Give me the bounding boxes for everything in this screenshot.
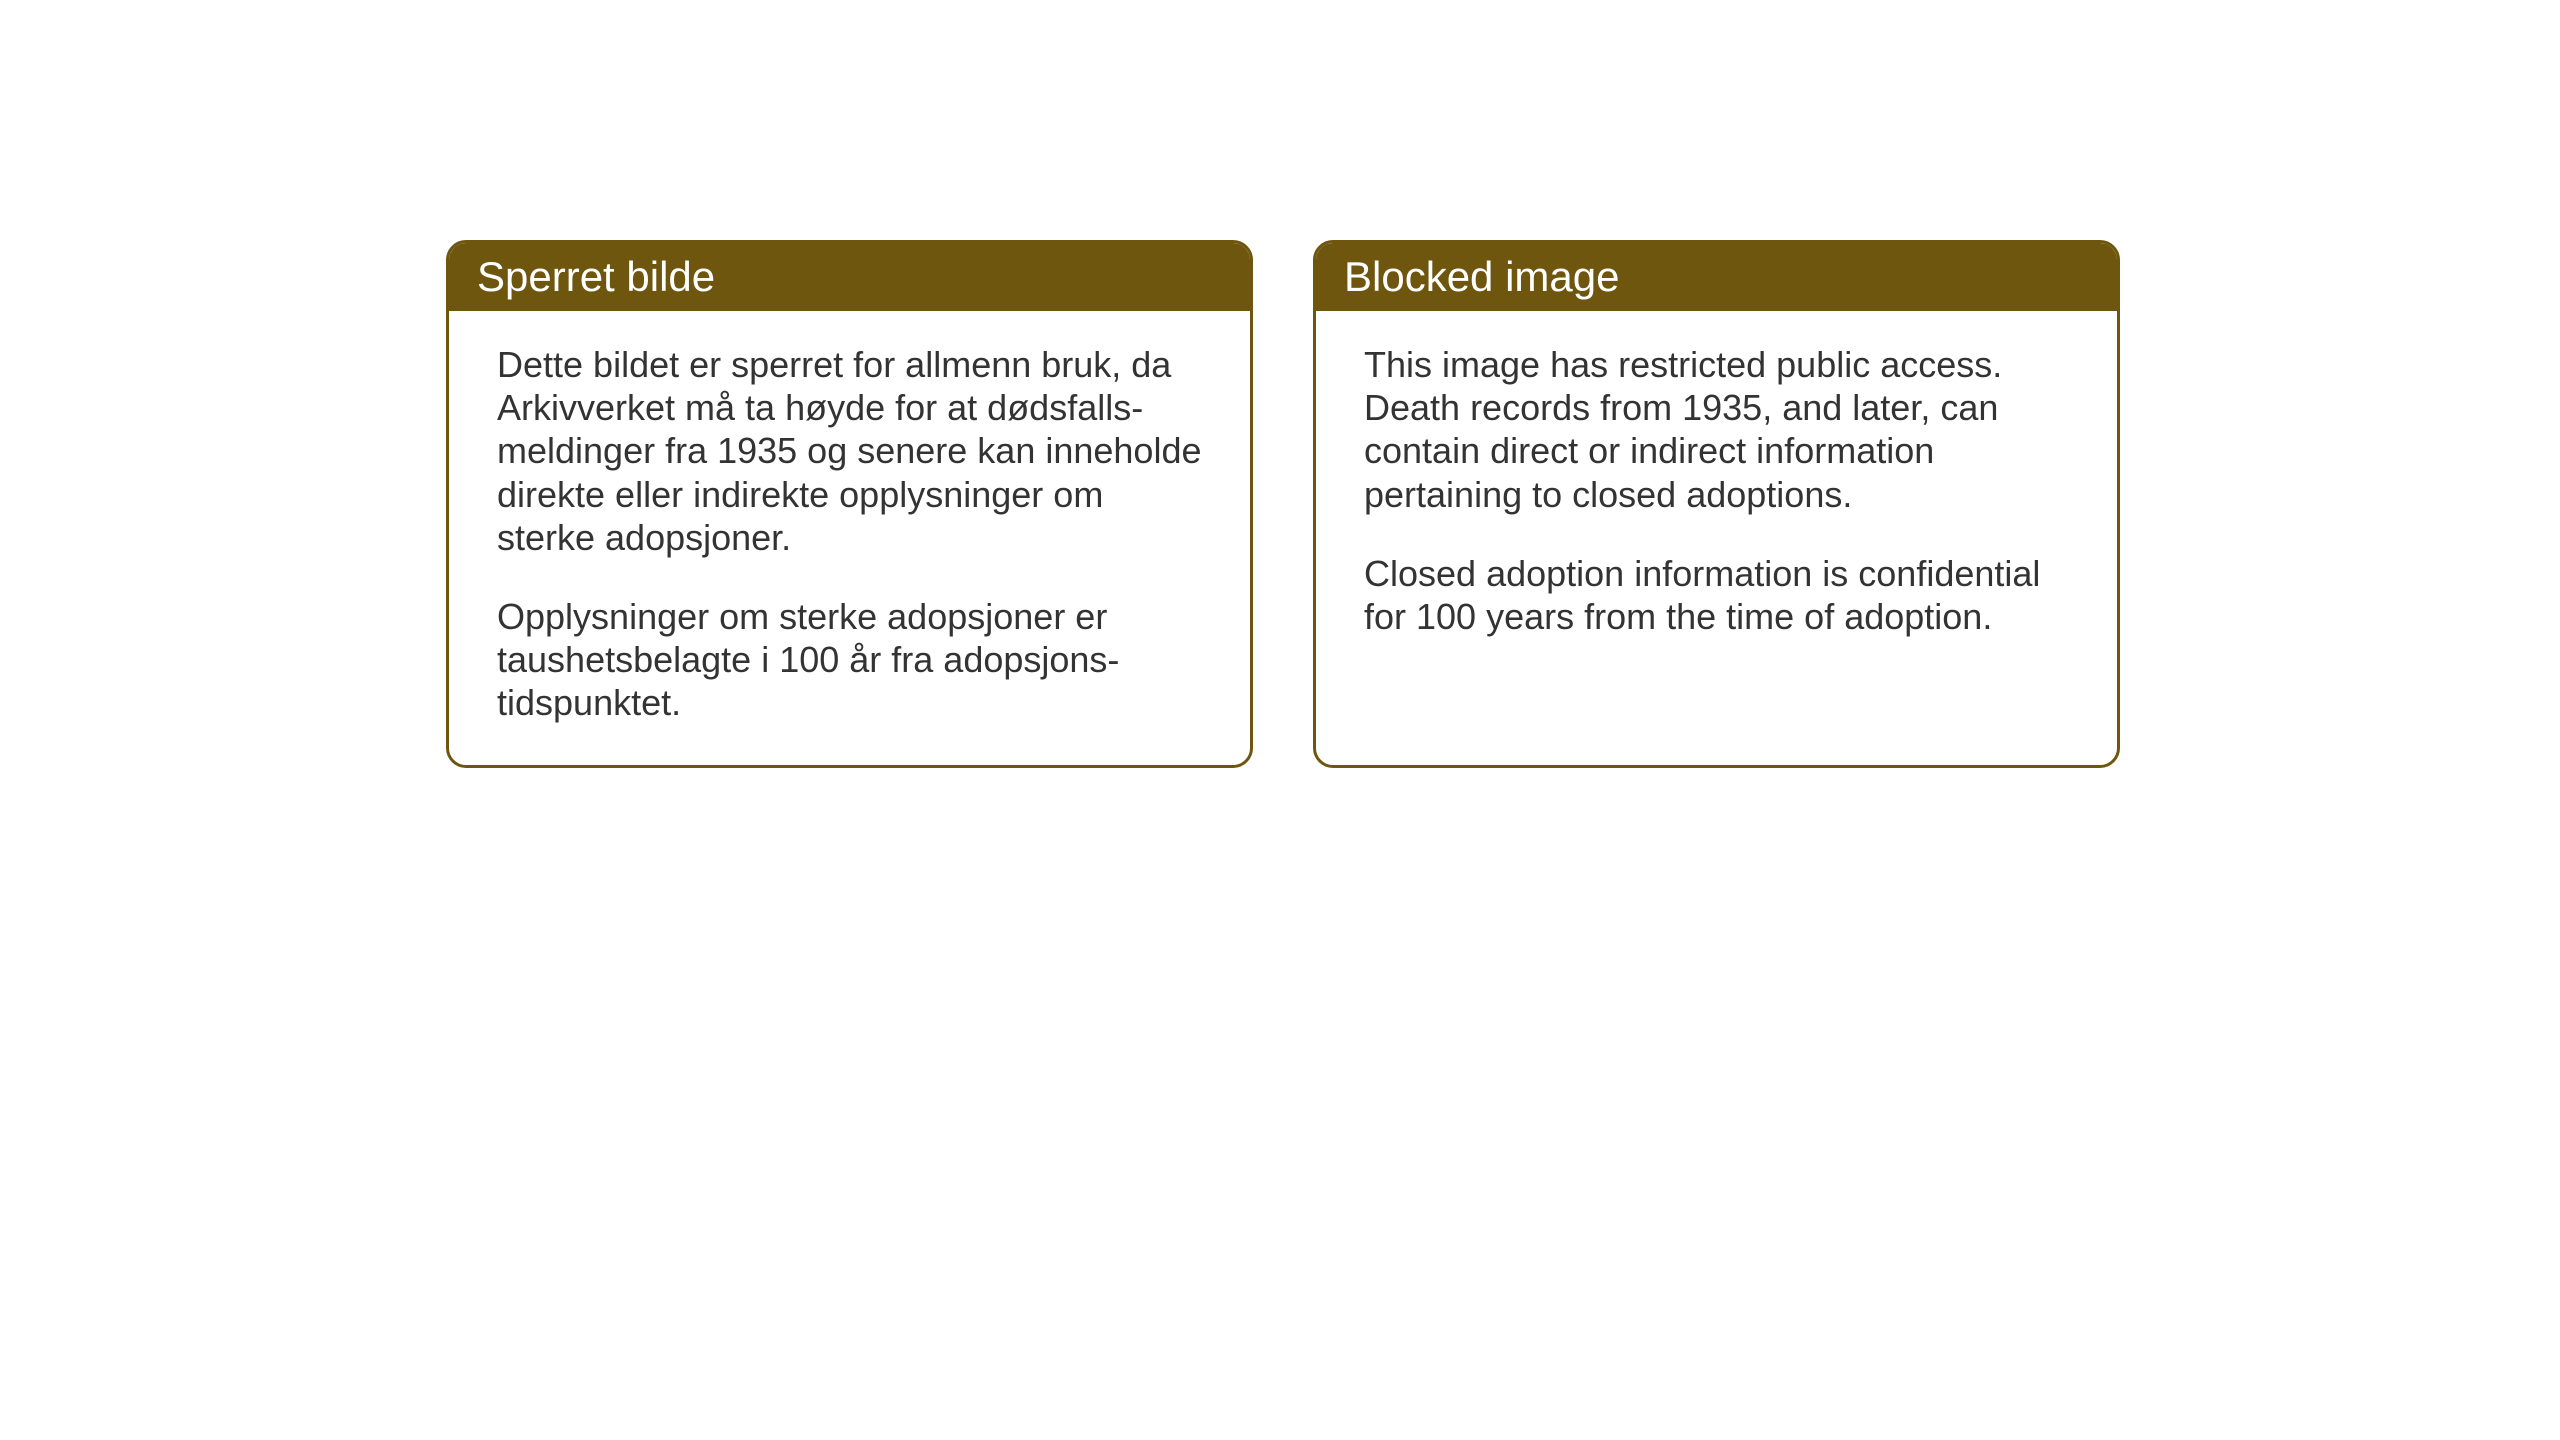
english-paragraph-1: This image has restricted public access.…: [1364, 343, 2069, 516]
english-card-body: This image has restricted public access.…: [1316, 311, 2117, 678]
norwegian-paragraph-1: Dette bildet er sperret for allmenn bruk…: [497, 343, 1202, 559]
cards-container: Sperret bilde Dette bildet er sperret fo…: [446, 240, 2120, 768]
norwegian-card: Sperret bilde Dette bildet er sperret fo…: [446, 240, 1253, 768]
norwegian-card-title: Sperret bilde: [477, 253, 715, 300]
english-paragraph-2: Closed adoption information is confident…: [1364, 552, 2069, 638]
english-card-title: Blocked image: [1344, 253, 1619, 300]
english-card: Blocked image This image has restricted …: [1313, 240, 2120, 768]
norwegian-card-header: Sperret bilde: [449, 243, 1250, 311]
norwegian-card-body: Dette bildet er sperret for allmenn bruk…: [449, 311, 1250, 765]
norwegian-paragraph-2: Opplysninger om sterke adopsjoner er tau…: [497, 595, 1202, 725]
english-card-header: Blocked image: [1316, 243, 2117, 311]
